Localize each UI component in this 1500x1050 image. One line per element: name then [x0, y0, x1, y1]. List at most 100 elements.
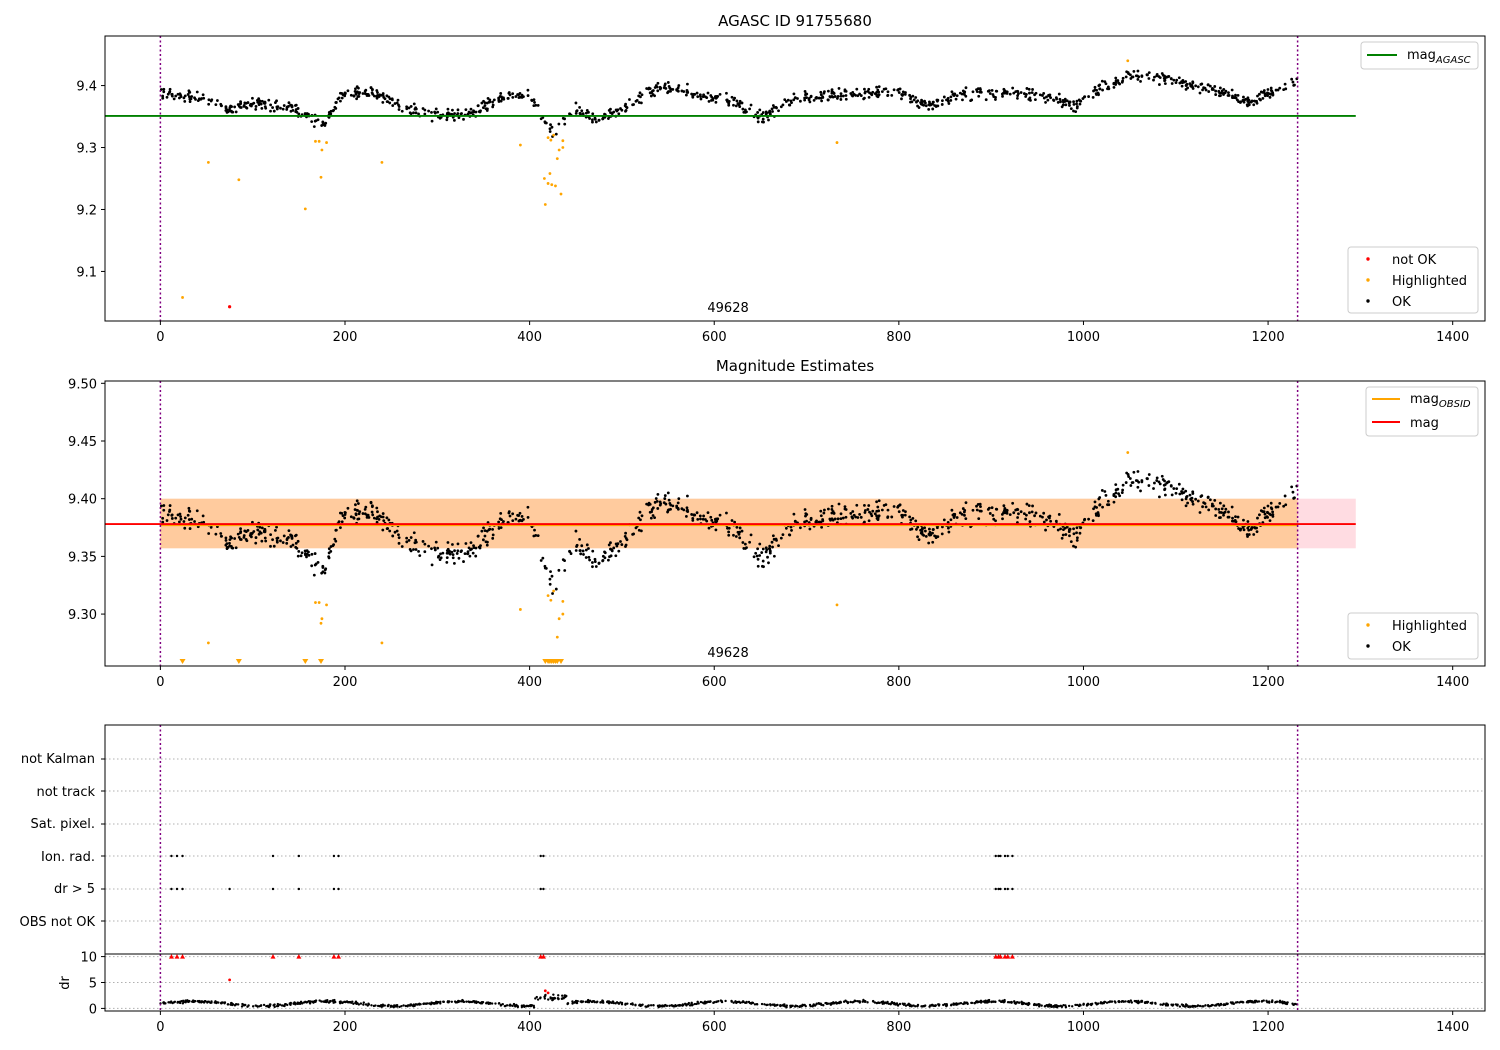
ok-point [863, 511, 867, 514]
ok-point [1242, 95, 1245, 99]
ok-point [710, 518, 714, 522]
legend-marker-highlighted [1366, 278, 1370, 282]
ok-point [733, 520, 737, 524]
ok-point [1224, 507, 1228, 511]
ok-point [439, 552, 442, 556]
dr-point [457, 1000, 461, 1003]
ok-point [491, 100, 494, 104]
ok-point [639, 529, 643, 533]
ok-point [174, 516, 178, 520]
ok-point [849, 512, 853, 515]
dr-point [1281, 1000, 1284, 1003]
ok-point [727, 530, 731, 534]
ok-point [886, 94, 890, 98]
ok-point [478, 546, 482, 550]
ok-point [1163, 493, 1167, 497]
dr-point [477, 1000, 480, 1004]
ok-point [1259, 98, 1262, 102]
ok-point [1157, 480, 1161, 484]
ok-point [252, 530, 256, 533]
ok-point [254, 536, 258, 539]
ok-point [1075, 106, 1079, 110]
ok-point [269, 109, 272, 113]
ok-point [228, 108, 231, 111]
ok-point [916, 99, 920, 103]
ok-point [366, 513, 370, 517]
ok-point [332, 543, 336, 547]
ok-point [578, 537, 582, 541]
ok-point [949, 518, 953, 522]
dr-point [892, 1002, 896, 1005]
ok-point [755, 554, 759, 558]
ok-point [460, 112, 463, 115]
flag-point [271, 887, 275, 891]
ok-point [182, 520, 186, 523]
ok-point [1174, 81, 1178, 85]
ok-point [612, 546, 616, 550]
ok-point [1252, 103, 1256, 107]
ok-point [886, 90, 890, 94]
p1-y-tick-label-0: 9.1 [76, 265, 97, 280]
ok-point [706, 91, 710, 95]
ok-point [381, 512, 385, 515]
ok-point [462, 560, 465, 563]
ok-point [752, 555, 756, 559]
ok-point [551, 592, 554, 595]
ok-point [418, 554, 422, 558]
ok-point [767, 561, 770, 565]
ok-point [1079, 526, 1082, 530]
ok-point [1019, 91, 1023, 94]
ok-point [835, 97, 839, 100]
ok-point [917, 106, 921, 109]
dr-point [197, 1000, 200, 1003]
dr-point [963, 1001, 966, 1004]
dr-point [530, 1004, 534, 1007]
ok-point [1184, 87, 1188, 91]
ok-point [423, 550, 427, 554]
dr-point [494, 1002, 497, 1005]
ok-point [548, 577, 552, 581]
ok-point [591, 561, 594, 564]
ok-point [409, 112, 413, 115]
ok-point [483, 529, 487, 533]
dr-point [395, 1003, 399, 1007]
ok-point [844, 508, 848, 511]
dr-point [1101, 1002, 1104, 1005]
ok-point [1045, 95, 1048, 99]
ok-point [637, 101, 641, 104]
dr-point [1124, 1000, 1127, 1003]
ok-point [764, 110, 768, 114]
dr-point [313, 999, 316, 1003]
ok-point [754, 551, 758, 555]
dr-point [942, 1003, 945, 1007]
ok-point [1034, 511, 1038, 515]
ok-point [1065, 99, 1069, 103]
ok-point [1128, 477, 1132, 480]
ok-point [710, 98, 713, 102]
ok-point [364, 88, 368, 92]
dr-point [904, 1004, 908, 1007]
ok-point [517, 93, 521, 97]
ok-point [526, 515, 530, 519]
ok-point [1218, 86, 1222, 90]
ok-point [849, 92, 853, 95]
dr-point [1242, 1001, 1245, 1004]
ok-point [305, 555, 308, 559]
ok-point [947, 102, 951, 105]
dr-point [278, 1003, 282, 1006]
ok-point [1069, 107, 1073, 111]
ok-point [1002, 91, 1005, 95]
ok-point [931, 540, 935, 544]
ok-point [1263, 512, 1267, 516]
ok-point [718, 513, 722, 517]
ok-point [822, 511, 826, 515]
ok-point [1271, 513, 1275, 516]
ok-point [979, 509, 983, 513]
ok-point [296, 539, 300, 543]
dr-point [763, 1003, 766, 1006]
ok-point [327, 547, 331, 551]
ok-point [734, 535, 738, 538]
ok-point [960, 512, 964, 516]
ok-point [991, 514, 995, 517]
ok-point [187, 506, 191, 510]
